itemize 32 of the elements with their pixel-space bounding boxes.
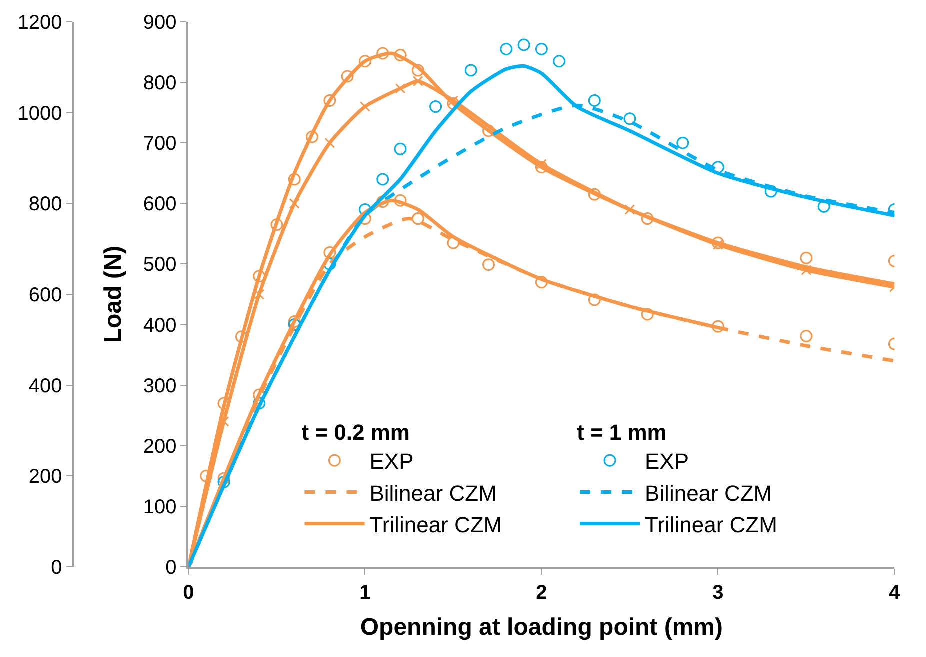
y-tick-label: 900	[143, 12, 177, 34]
x-tick-label: 1	[360, 582, 371, 604]
y2-tick-label: 1200	[18, 12, 62, 34]
y-tick-label: 200	[143, 436, 177, 458]
y-tick-label: 600	[143, 194, 177, 216]
y-tick-label: 500	[143, 254, 177, 276]
legend-label: Trilinear CZM	[645, 512, 778, 538]
y-axis-title: Load (N)	[100, 246, 127, 344]
x-tick-label: 4	[889, 582, 902, 604]
y-tick-label: 800	[143, 72, 177, 95]
legend-label: Trilinear CZM	[370, 512, 502, 538]
legend-label: EXP	[370, 449, 414, 474]
y-tick-label: 700	[143, 133, 177, 156]
x-axis-title: Openning at loading point (mm)	[360, 614, 724, 641]
annotation: t = 0.2 mm	[302, 420, 410, 445]
y2-tick-label: 600	[28, 284, 62, 306]
y2-tick-label: 0	[51, 557, 62, 579]
x-tick-label: 0	[183, 582, 194, 604]
y2-tick-label: 200	[28, 466, 62, 488]
legend-label: EXP	[645, 449, 690, 474]
y-tick-label: 0	[166, 557, 177, 579]
legend-label: Bilinear CZM	[645, 480, 772, 506]
y2-tick-label: 800	[28, 194, 62, 216]
y-tick-label: 400	[143, 314, 177, 337]
x-tick-label: 3	[712, 582, 724, 604]
y2-tick-label: 1000	[18, 102, 62, 125]
annotation: t = 1 mm	[577, 420, 667, 445]
y-tick-label: 100	[143, 496, 177, 518]
y-tick-label: 300	[143, 375, 177, 398]
x-tick-label: 2	[536, 582, 548, 604]
y2-tick-label: 400	[28, 375, 62, 398]
legend-label: Bilinear CZM	[370, 480, 497, 506]
